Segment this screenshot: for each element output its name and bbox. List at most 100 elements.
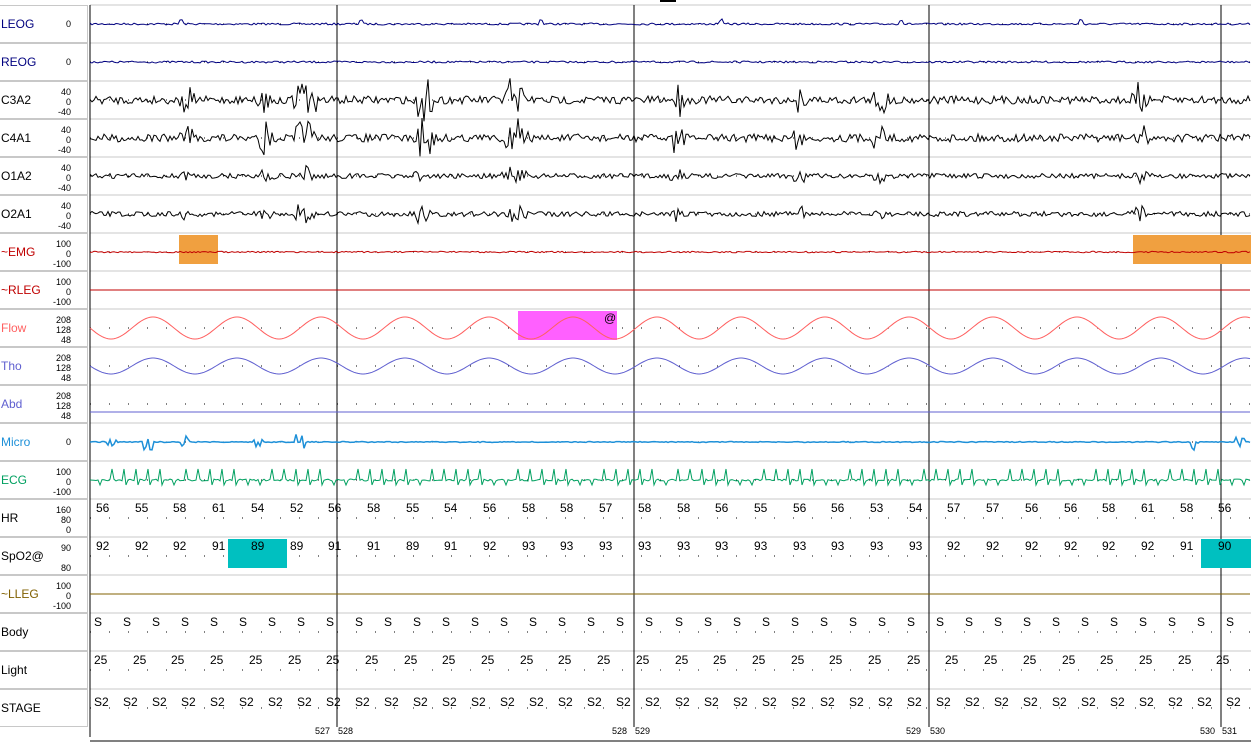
light-value: 25 [288, 653, 302, 667]
spo2-value: 91 [444, 539, 458, 553]
channel-scale-tick: -100 [52, 601, 71, 611]
sleep-stage-value: S2 [1226, 695, 1241, 709]
channel-name: O1A2 [1, 169, 32, 183]
hr-value: 54 [444, 501, 458, 515]
channel-label-flow[interactable]: Flow 208 128 48 [0, 309, 88, 347]
hr-value: 57 [986, 501, 1000, 515]
channel-label-ecg[interactable]: ECG 100 0 -100 [0, 461, 88, 499]
channel-scale-tick: 100 [55, 581, 71, 591]
hr-value: 57 [599, 501, 613, 515]
channel-scale-tick: 128 [55, 325, 71, 335]
body-position-value: S [733, 615, 741, 629]
light-value: 25 [713, 653, 727, 667]
channel-name: Tho [1, 359, 22, 373]
light-value: 25 [1178, 653, 1192, 667]
body-position-value: S [210, 615, 218, 629]
channel-label-c4a1[interactable]: C4A1 40 0 -40 [0, 119, 88, 157]
hr-value: 56 [328, 501, 342, 515]
body-position-value: S [152, 615, 160, 629]
epoch-number: 528 [338, 726, 353, 736]
channel-label-rleg[interactable]: ~RLEG 100 0 -100 [0, 271, 88, 309]
flow-apnea-event[interactable] [518, 311, 617, 340]
body-position-value: S [442, 615, 450, 629]
hr-value: 58 [560, 501, 574, 515]
flow-trace [89, 316, 1251, 340]
channel-label-hr[interactable]: HR 160 80 0 [0, 499, 88, 537]
spo2-value: 91 [367, 539, 381, 553]
channel-scale-tick: -100 [52, 259, 71, 269]
sleep-stage-value: S2 [704, 695, 719, 709]
light-value: 25 [752, 653, 766, 667]
body-position-value: S [471, 615, 479, 629]
body-position-value: S [529, 615, 537, 629]
spo2-value: 92 [986, 539, 1000, 553]
emg-event-marker[interactable] [179, 235, 218, 264]
hr-value: 54 [251, 501, 265, 515]
sleep-stage-value: S2 [1052, 695, 1067, 709]
hr-value: 61 [1141, 501, 1155, 515]
channel-label-c3a2[interactable]: C3A2 40 0 -40 [0, 81, 88, 119]
channel-label-reog[interactable]: REOG 0 [0, 43, 88, 81]
spo2-value: 92 [96, 539, 110, 553]
channel-scale-tick: -100 [52, 487, 71, 497]
hr-value: 56 [1218, 501, 1232, 515]
spo2-value: 93 [522, 539, 536, 553]
epoch-number: 530 [1200, 726, 1215, 736]
epoch-number: 529 [635, 726, 650, 736]
channel-label-stage[interactable]: STAGE [0, 689, 88, 727]
sleep-stage-value: S2 [210, 695, 225, 709]
spo2-value: 93 [677, 539, 691, 553]
light-value: 25 [94, 653, 108, 667]
epoch-number: 530 [930, 726, 945, 736]
channel-label-abd[interactable]: Abd 208 128 48 [0, 385, 88, 423]
hr-value: 56 [715, 501, 729, 515]
sleep-stage-value: S2 [1081, 695, 1096, 709]
sleep-stage-value: S2 [500, 695, 515, 709]
spo2-value: 92 [1141, 539, 1155, 553]
channel-label-o1a2[interactable]: O1A2 40 0 -40 [0, 157, 88, 195]
leog-trace [89, 18, 1251, 26]
sleep-stage-value: S2 [355, 695, 370, 709]
channel-name: SpO2@ [1, 549, 44, 563]
light-value: 25 [249, 653, 263, 667]
channel-name: Micro [1, 435, 31, 449]
sleep-stage-value: S2 [471, 695, 486, 709]
spo2-desat-event[interactable] [1201, 539, 1251, 568]
channel-scale-tick: 100 [55, 239, 71, 249]
apnea-marker-symbol: @ [604, 311, 616, 325]
body-position-value: S [297, 615, 305, 629]
channel-label-emg[interactable]: ~EMG 100 0 -100 [0, 233, 88, 271]
spo2-value: 89 [290, 539, 304, 553]
sleep-stage-value: S2 [616, 695, 631, 709]
channel-label-micro[interactable]: Micro 0 [0, 423, 88, 461]
sleep-stage-value: S2 [529, 695, 544, 709]
channel-label-spo2[interactable]: SpO2@ 90 80 [0, 537, 88, 575]
channel-scale-tick: 208 [55, 353, 71, 363]
sleep-stage-value: S2 [239, 695, 254, 709]
hr-value: 56 [793, 501, 807, 515]
sleep-stage-value: S2 [587, 695, 602, 709]
channel-label-lleg[interactable]: ~LLEG 100 0 -100 [0, 575, 88, 613]
channel-name: Abd [1, 397, 23, 411]
channel-label-light[interactable]: Light [0, 651, 88, 689]
body-position-value: S [820, 615, 828, 629]
body-position-value: S [355, 615, 363, 629]
hr-value: 54 [909, 501, 923, 515]
spo2-desat-event[interactable] [228, 539, 287, 568]
body-position-value: S [1197, 615, 1205, 629]
channel-name: HR [1, 511, 19, 525]
sleep-stage-value: S2 [820, 695, 835, 709]
channel-scale-tick: 48 [60, 335, 71, 345]
sleep-stage-value: S2 [936, 695, 951, 709]
channel-label-tho[interactable]: Tho 208 128 48 [0, 347, 88, 385]
sleep-stage-value: S2 [1168, 695, 1183, 709]
sleep-stage-value: S2 [413, 695, 428, 709]
light-value: 25 [326, 653, 340, 667]
channel-scale-tick: -40 [57, 145, 71, 155]
channel-label-leog[interactable]: LEOG 0 [0, 5, 88, 43]
channel-label-body[interactable]: Body [0, 613, 88, 651]
emg-event-marker[interactable] [1133, 235, 1251, 264]
body-position-value: S [1081, 615, 1089, 629]
sleep-stage-value: S2 [1023, 695, 1038, 709]
channel-label-o2a1[interactable]: O2A1 40 0 -40 [0, 195, 88, 233]
